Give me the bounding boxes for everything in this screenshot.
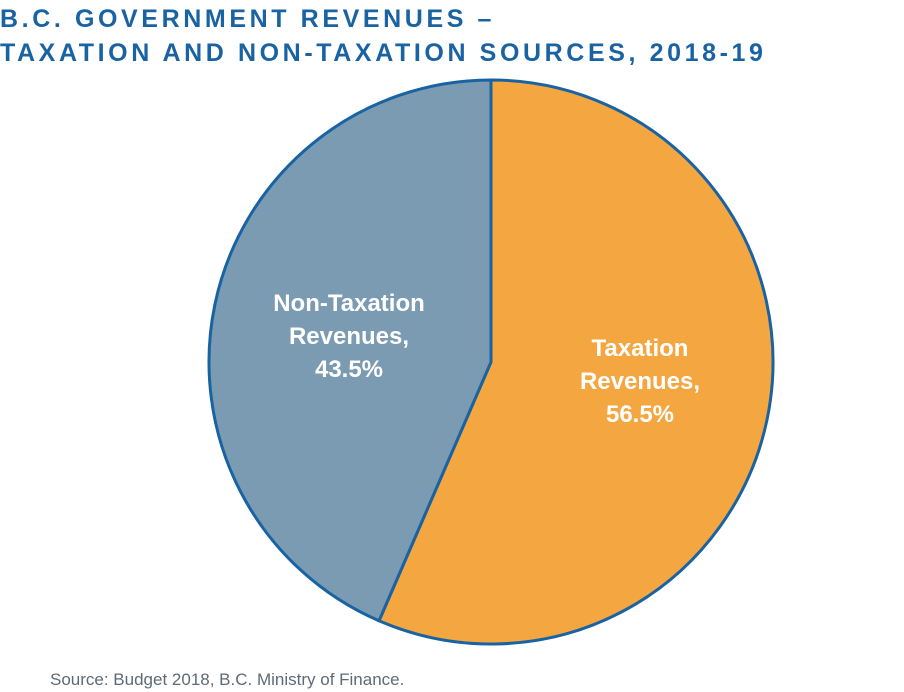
label-taxation-pct: 56.5% [605,401,675,428]
chart-title: B.C. GOVERNMENT REVENUES – TAXATION AND … [0,2,767,70]
source-note: Source: Budget 2018, B.C. Ministry of Fi… [50,670,405,689]
label-taxation-name-2: Revenues, [579,368,701,395]
label-non-taxation: Non-Taxation Revenues, 43.5% [244,287,454,386]
chart-title-line-2: TAXATION AND NON-TAXATION SOURCES, 2018-… [0,39,767,67]
chart-title-line-1: B.C. GOVERNMENT REVENUES – [0,5,496,33]
slice-taxation[interactable] [377,78,775,646]
label-non-taxation-name-2: Revenues, [288,323,410,350]
label-non-taxation-pct: 43.5% [314,356,384,383]
slice-non-taxation[interactable] [207,78,493,623]
label-taxation: Taxation Revenues, 56.5% [540,332,740,431]
label-non-taxation-name: Non-Taxation [273,290,425,317]
label-taxation-name: Taxation [591,335,689,362]
